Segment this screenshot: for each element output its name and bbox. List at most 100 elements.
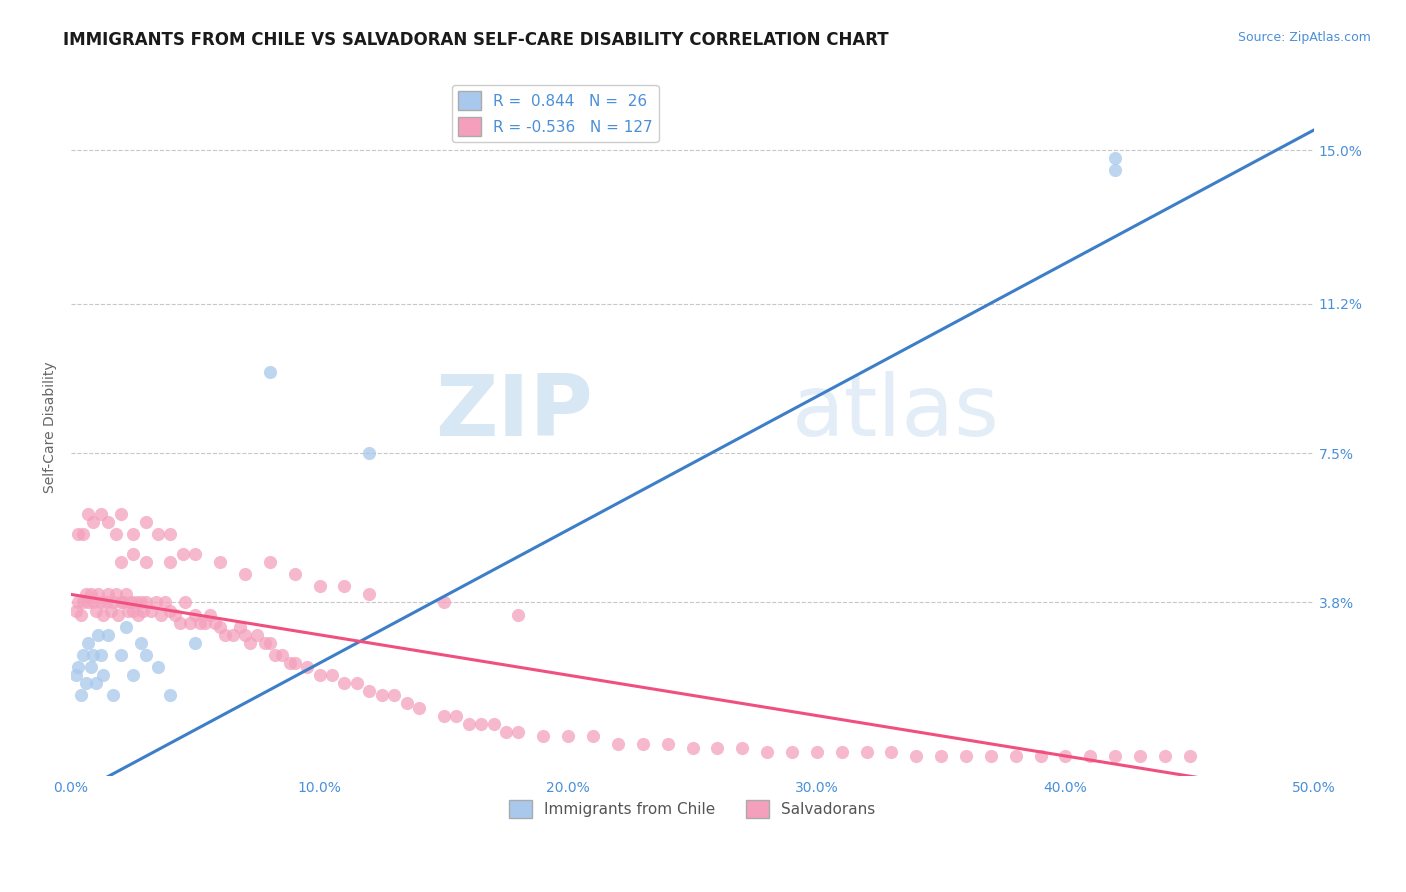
Point bbox=[117, 604, 139, 618]
Point bbox=[159, 555, 181, 569]
Point bbox=[433, 708, 456, 723]
Point bbox=[67, 660, 90, 674]
Point bbox=[184, 547, 207, 561]
Point bbox=[82, 515, 104, 529]
Text: ZIP: ZIP bbox=[436, 371, 593, 454]
Point bbox=[263, 648, 285, 662]
Point bbox=[246, 628, 269, 642]
Point bbox=[87, 587, 110, 601]
Point bbox=[103, 689, 125, 703]
Point bbox=[172, 547, 194, 561]
Point bbox=[155, 595, 177, 609]
Point bbox=[97, 628, 120, 642]
Point bbox=[706, 740, 728, 755]
Point bbox=[132, 604, 155, 618]
Point bbox=[582, 729, 605, 743]
Point bbox=[122, 604, 145, 618]
Point bbox=[731, 740, 754, 755]
Point bbox=[97, 515, 120, 529]
Point bbox=[91, 607, 114, 622]
Point bbox=[382, 689, 405, 703]
Point bbox=[129, 636, 152, 650]
Point bbox=[184, 636, 207, 650]
Point bbox=[75, 676, 97, 690]
Point bbox=[756, 745, 779, 759]
Point bbox=[90, 648, 112, 662]
Point bbox=[104, 587, 127, 601]
Point bbox=[159, 526, 181, 541]
Point bbox=[90, 595, 112, 609]
Point bbox=[135, 648, 157, 662]
Point bbox=[114, 587, 136, 601]
Point bbox=[82, 648, 104, 662]
Point bbox=[308, 579, 330, 593]
Point bbox=[97, 587, 120, 601]
Point bbox=[72, 526, 94, 541]
Point bbox=[80, 587, 103, 601]
Point bbox=[174, 595, 197, 609]
Point bbox=[308, 668, 330, 682]
Point bbox=[135, 515, 157, 529]
Point bbox=[194, 615, 217, 630]
Point bbox=[65, 668, 87, 682]
Point bbox=[221, 628, 243, 642]
Point bbox=[77, 636, 100, 650]
Point bbox=[905, 749, 928, 764]
Point bbox=[806, 745, 828, 759]
Point bbox=[200, 607, 222, 622]
Point bbox=[229, 620, 252, 634]
Point bbox=[433, 595, 456, 609]
Point bbox=[346, 676, 368, 690]
Point bbox=[531, 729, 554, 743]
Point bbox=[129, 595, 152, 609]
Point bbox=[855, 745, 877, 759]
Point bbox=[233, 567, 256, 582]
Point bbox=[127, 607, 149, 622]
Point bbox=[259, 555, 281, 569]
Point bbox=[233, 628, 256, 642]
Point bbox=[1104, 163, 1126, 178]
Point bbox=[929, 749, 952, 764]
Text: Source: ZipAtlas.com: Source: ZipAtlas.com bbox=[1237, 31, 1371, 45]
Point bbox=[110, 555, 132, 569]
Point bbox=[65, 604, 87, 618]
Point bbox=[606, 737, 628, 751]
Point bbox=[165, 607, 187, 622]
Point bbox=[82, 595, 104, 609]
Point bbox=[84, 604, 107, 618]
Point bbox=[657, 737, 679, 751]
Point bbox=[110, 507, 132, 521]
Text: IMMIGRANTS FROM CHILE VS SALVADORAN SELF-CARE DISABILITY CORRELATION CHART: IMMIGRANTS FROM CHILE VS SALVADORAN SELF… bbox=[63, 31, 889, 49]
Point bbox=[682, 740, 704, 755]
Point bbox=[209, 620, 232, 634]
Point bbox=[1054, 749, 1077, 764]
Point bbox=[90, 507, 112, 521]
Point bbox=[284, 656, 307, 670]
Point bbox=[135, 595, 157, 609]
Point bbox=[209, 555, 232, 569]
Point bbox=[146, 526, 169, 541]
Point bbox=[80, 660, 103, 674]
Point bbox=[831, 745, 853, 759]
Point bbox=[179, 615, 201, 630]
Point bbox=[1178, 749, 1201, 764]
Point bbox=[135, 555, 157, 569]
Point bbox=[1078, 749, 1101, 764]
Point bbox=[184, 607, 207, 622]
Point bbox=[214, 628, 236, 642]
Point bbox=[278, 656, 301, 670]
Point bbox=[321, 668, 343, 682]
Point bbox=[122, 668, 145, 682]
Point bbox=[149, 607, 172, 622]
Point bbox=[100, 604, 122, 618]
Point bbox=[188, 615, 211, 630]
Point bbox=[557, 729, 579, 743]
Point bbox=[159, 689, 181, 703]
Point bbox=[94, 595, 117, 609]
Y-axis label: Self-Care Disability: Self-Care Disability bbox=[44, 361, 58, 492]
Point bbox=[482, 716, 505, 731]
Point bbox=[259, 636, 281, 650]
Point bbox=[114, 620, 136, 634]
Point bbox=[1104, 151, 1126, 165]
Point bbox=[880, 745, 903, 759]
